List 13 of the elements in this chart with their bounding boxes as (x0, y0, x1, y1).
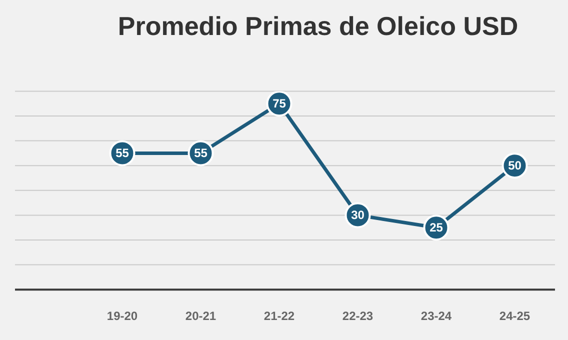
data-label: 50 (508, 158, 522, 172)
data-label: 30 (351, 208, 365, 222)
x-tick-label: 19-20 (106, 309, 138, 324)
x-tick-label: 22-23 (342, 309, 374, 324)
x-tick-label: 23-24 (420, 309, 452, 324)
data-label: 55 (116, 146, 130, 160)
x-tick-label: 21-22 (264, 309, 295, 324)
x-tick-label: 20-21 (185, 309, 216, 324)
chart-title: Promedio Primas de Oleico USD (118, 10, 518, 41)
data-label: 25 (430, 220, 444, 234)
data-label: 75 (272, 96, 286, 110)
x-tick-label: 24-25 (499, 309, 530, 324)
data-label: 55 (194, 146, 208, 160)
